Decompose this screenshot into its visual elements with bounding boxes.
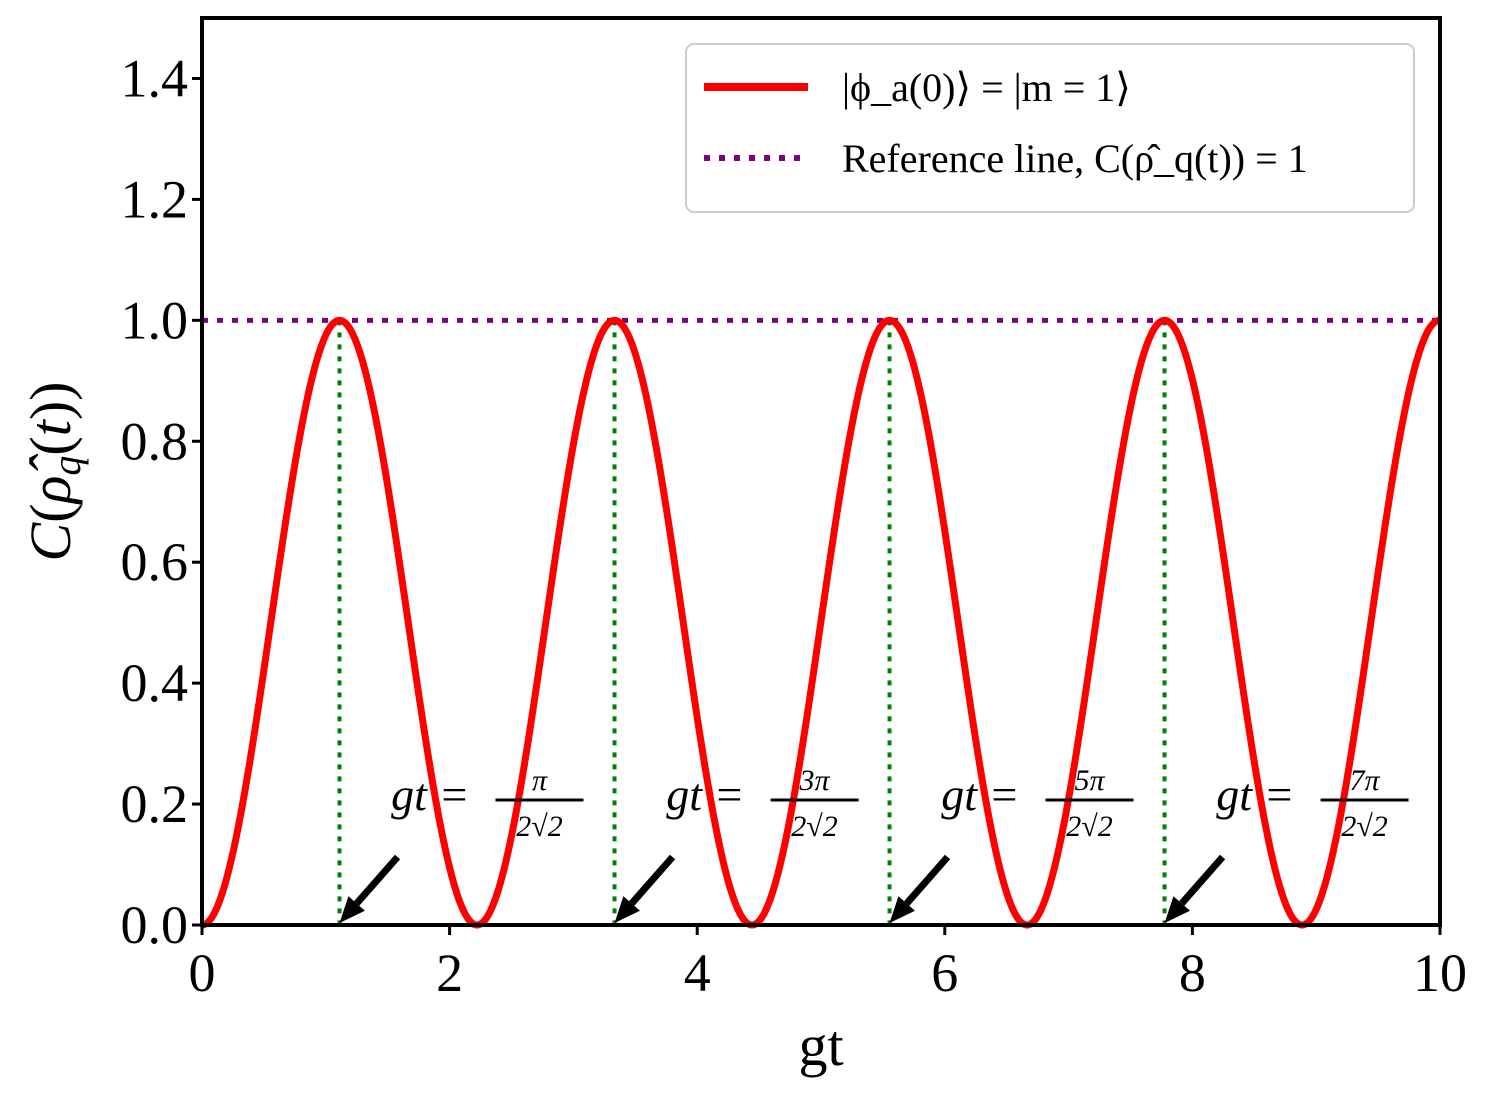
y-tick-label: 1.0	[121, 290, 189, 350]
curve-layer	[199, 316, 1443, 929]
annotation-prefix: gt =	[1216, 769, 1294, 820]
annotation-label: gt = 5π 2√2	[941, 764, 1134, 843]
annotation-arrow-shaft	[629, 854, 676, 906]
y-axis-title-rest: (	[18, 436, 83, 455]
x-tick-label: 2	[436, 943, 463, 1003]
y-axis-title-sub: q	[44, 456, 89, 476]
annotation-prefix: gt =	[941, 769, 1019, 820]
annotation-arrow-shaft	[1179, 854, 1226, 906]
x-ticks: 0 2 4 6 8 10	[189, 925, 1467, 1003]
annotation-arrow-shaft	[904, 854, 951, 906]
annotation-arrowhead	[339, 896, 365, 923]
annotation-denominator: 2√2	[791, 810, 837, 843]
x-axis-title: gt	[798, 1013, 843, 1078]
y-axis-title-c: C	[18, 521, 83, 561]
annotation-arrow-shaft	[354, 854, 401, 906]
annotation-label: gt = 3π 2√2	[666, 764, 859, 843]
y-tick-label: 1.2	[121, 169, 189, 229]
y-tick-label: 0.2	[121, 774, 189, 834]
annotation-denominator: 2√2	[1066, 810, 1112, 843]
vertical-markers	[337, 320, 1167, 925]
x-tick-label: 0	[189, 943, 216, 1003]
y-tick-label: 1.4	[121, 48, 189, 108]
legend-box	[685, 43, 1415, 213]
annotation-numerator: π	[532, 764, 548, 797]
plot-frame	[200, 16, 1442, 927]
annotation-label: gt = π 2√2	[391, 764, 584, 843]
legend-label-curve: |ϕ_a(0)⟩ = |m = 1⟩	[842, 65, 1131, 110]
y-tick-label: 0.6	[121, 532, 189, 592]
annotation-denominator: 2√2	[1341, 810, 1387, 843]
annotation-prefix: gt =	[666, 769, 744, 820]
y-tick-label: 0.8	[121, 411, 189, 471]
annotation-numerator: 3π	[799, 764, 831, 797]
x-tick-label: 10	[1413, 943, 1467, 1003]
y-tick-label: 0.4	[121, 653, 189, 713]
annotation-prefix: gt =	[391, 769, 469, 820]
legend-label-reference: Reference line, C(ρ̂_q(t)) = 1	[842, 136, 1308, 181]
y-axis-title: C(ρ̂q(t))	[18, 382, 89, 562]
x-tick-label: 8	[1179, 943, 1206, 1003]
y-ticks: 0.0 0.2 0.4 0.6 0.8 1.0 1.2 1.4	[121, 48, 202, 955]
annotation-arrows	[339, 854, 1226, 923]
legend: |ϕ_a(0)⟩ = |m = 1⟩ Reference line, C(ρ̂_…	[685, 43, 1415, 213]
y-axis-title-close: ))	[18, 382, 83, 421]
annotation-arrowhead	[889, 896, 915, 923]
y-tick-label: 0.0	[121, 895, 189, 955]
y-axis-title-open: (	[18, 503, 83, 522]
y-axis-title-t: t	[18, 418, 83, 436]
annotation-numerator: 7π	[1350, 764, 1381, 797]
annotation-numerator: 5π	[1075, 764, 1106, 797]
annotations: gt = π 2√2 gt = 3π 2√2 gt = 5π 2√2 gt = 7π 2√2	[391, 764, 1409, 843]
x-tick-label: 4	[684, 943, 711, 1003]
annotation-denominator: 2√2	[516, 810, 562, 843]
x-tick-label: 6	[931, 943, 958, 1003]
annotation-label: gt = 7π 2√2	[1216, 764, 1409, 843]
annotation-arrowhead	[614, 896, 640, 923]
annotation-arrowhead	[1164, 896, 1190, 923]
series-line-coherence	[199, 316, 1443, 929]
